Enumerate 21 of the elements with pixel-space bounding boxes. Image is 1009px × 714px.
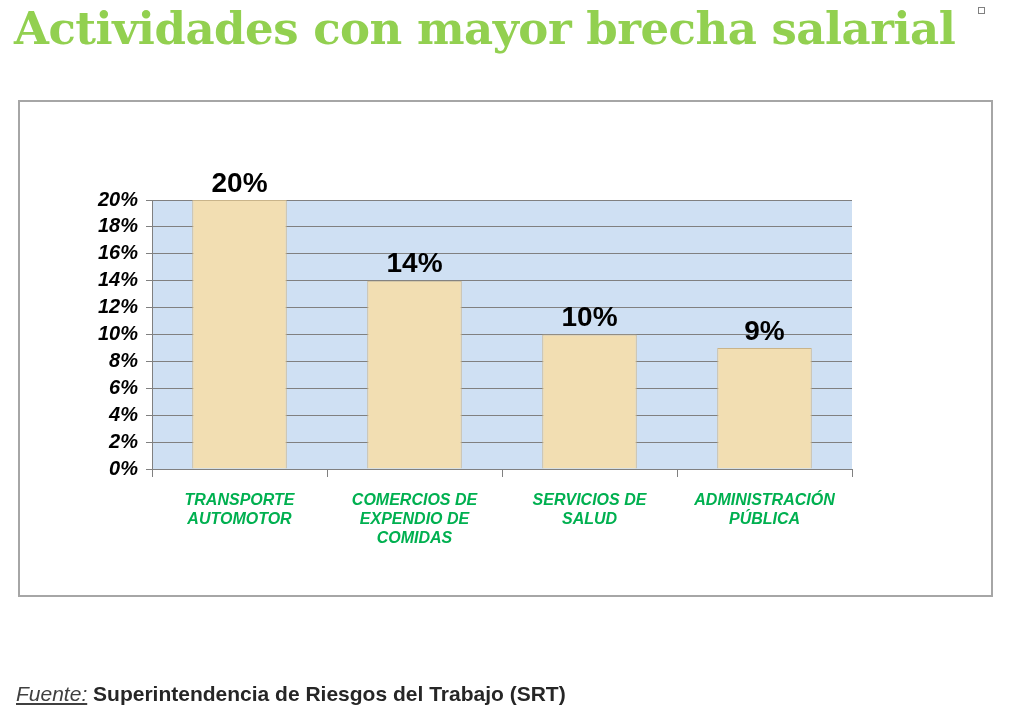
data-label: 14% <box>386 247 443 279</box>
x-tick-label: SERVICIOS DE SALUD <box>532 491 648 528</box>
chart-title: Actividades con mayor brecha salarial <box>14 2 957 55</box>
source-note: Fuente: Superintendencia de Riesgos del Trabajo (SRT) <box>16 682 566 705</box>
y-tick-label: 16% <box>97 241 139 264</box>
x-tick-label: TRANSPORTE AUTOMOTOR <box>184 491 296 528</box>
y-tick-label: 0% <box>109 456 139 479</box>
y-tick-label: 10% <box>97 322 139 345</box>
data-label: 20% <box>211 166 268 198</box>
y-tick-label: 12% <box>97 295 139 318</box>
x-tick-label: ADMINISTRACIÓN PÚBLICA <box>693 490 836 528</box>
y-tick-label: 18% <box>97 214 139 237</box>
y-tick-label: 20% <box>96 187 139 210</box>
y-tick-label: 14% <box>97 268 139 291</box>
y-tick-label: 8% <box>109 348 139 371</box>
data-label: 10% <box>561 301 618 333</box>
y-tick-label: 6% <box>109 375 139 398</box>
y-tick-label: 4% <box>108 402 139 425</box>
data-label: 9% <box>744 314 785 346</box>
x-tick-label: COMERCIOS DE EXPENDIO DE COMIDAS <box>351 491 479 547</box>
y-tick-label: 2% <box>108 429 139 452</box>
